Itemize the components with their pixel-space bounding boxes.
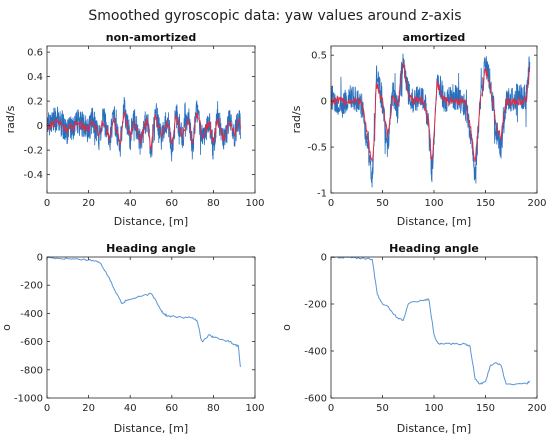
heading-angle-line (47, 257, 241, 368)
y-tick-label: -200 (304, 300, 327, 311)
series-group (331, 257, 531, 386)
x-tick-label: 60 (165, 403, 178, 414)
chart-panel-2: amortized 0 50 100 150 200 -1 -0.5 0 0.5 Distance,… (290, 31, 547, 228)
y-tick-label: 0.5 (311, 51, 327, 62)
chart-panel-3: Heading angle 0 20 40 60 80 100 -1000 -800 -600 -4… (0, 242, 265, 435)
y-tick-label: 0.6 (27, 48, 43, 59)
x-tick-label: 200 (527, 403, 546, 414)
series-group (47, 97, 241, 162)
y-tick-label: -0.2 (23, 146, 43, 157)
y-axis-label: rad/s (290, 105, 303, 133)
x-tick-label: 0 (44, 403, 50, 414)
y-tick-label: 0 (321, 97, 327, 108)
y-tick-label: -400 (20, 309, 43, 320)
panel-title: Heading angle (106, 242, 196, 255)
y-tick-label: 0 (37, 253, 43, 264)
panel-title: amortized (403, 31, 466, 44)
y-tick-label: -1 (317, 189, 327, 200)
x-tick-label: 0 (44, 198, 50, 209)
x-tick-label: 150 (476, 198, 495, 209)
x-axis-label: Distance, [m] (397, 422, 471, 435)
x-axis-label: Distance, [m] (397, 215, 471, 228)
x-tick-label: 80 (207, 198, 220, 209)
x-tick-label: 100 (424, 403, 443, 414)
y-axis-label: rad/s (4, 105, 17, 133)
raw-signal-line (47, 97, 241, 162)
axes-box (330, 45, 538, 194)
x-tick-label: 40 (124, 198, 137, 209)
x-tick-label: 20 (82, 403, 95, 414)
x-tick-label: 100 (245, 403, 264, 414)
y-tick-label: -1000 (14, 394, 43, 405)
x-tick-label: 0 (328, 198, 334, 209)
x-tick-label: 100 (245, 198, 264, 209)
series-group (47, 257, 241, 368)
y-axis-label: o (0, 324, 13, 331)
y-tick-label: -800 (20, 365, 43, 376)
axes-box (46, 256, 256, 399)
x-tick-label: 50 (376, 198, 389, 209)
x-tick-label: 100 (424, 198, 443, 209)
figure-title: Smoothed gyroscopic data: yaw values aro… (88, 8, 461, 24)
panel-title: Heading angle (389, 242, 479, 255)
x-tick-label: 20 (82, 198, 95, 209)
x-axis-label: Distance, [m] (114, 215, 188, 228)
y-tick-label: -600 (20, 337, 43, 348)
y-tick-label: -200 (20, 281, 43, 292)
smoothed-signal-line (47, 110, 241, 150)
x-tick-label: 0 (328, 403, 334, 414)
smoothed-signal-line (331, 61, 531, 163)
y-tick-label: -0.5 (307, 143, 327, 154)
series-group (331, 53, 531, 188)
y-tick-label: 0.2 (27, 97, 43, 108)
x-tick-label: 200 (527, 198, 546, 209)
y-axis-label: o (280, 324, 293, 331)
x-tick-label: 40 (124, 403, 137, 414)
axes-box (330, 256, 538, 399)
y-tick-label: 0 (321, 253, 327, 264)
x-tick-label: 80 (207, 403, 220, 414)
y-tick-label: 0 (37, 121, 43, 132)
chart-panel-1: non-amortized 0 20 40 60 80 100 -0.4 -0.2 0 0.2 0.4… (4, 31, 265, 228)
x-tick-label: 50 (376, 403, 389, 414)
x-tick-label: 150 (476, 403, 495, 414)
heading-angle-line (331, 257, 531, 386)
axes-box (46, 45, 256, 194)
y-tick-label: -0.4 (23, 170, 43, 181)
y-tick-label: -400 (304, 347, 327, 358)
y-tick-label: 0.4 (27, 72, 43, 83)
panel-title: non-amortized (106, 31, 196, 44)
x-axis-label: Distance, [m] (114, 422, 188, 435)
raw-signal-line (331, 53, 531, 188)
y-tick-label: -600 (304, 394, 327, 405)
panels: non-amortized 0 20 40 60 80 100 -0.4 -0.2 0 0.2 0.4… (0, 31, 547, 435)
x-tick-label: 60 (165, 198, 178, 209)
chart-panel-4: Heading angle 0 50 100 150 200 -600 -400 -200 0 Di… (280, 242, 547, 435)
